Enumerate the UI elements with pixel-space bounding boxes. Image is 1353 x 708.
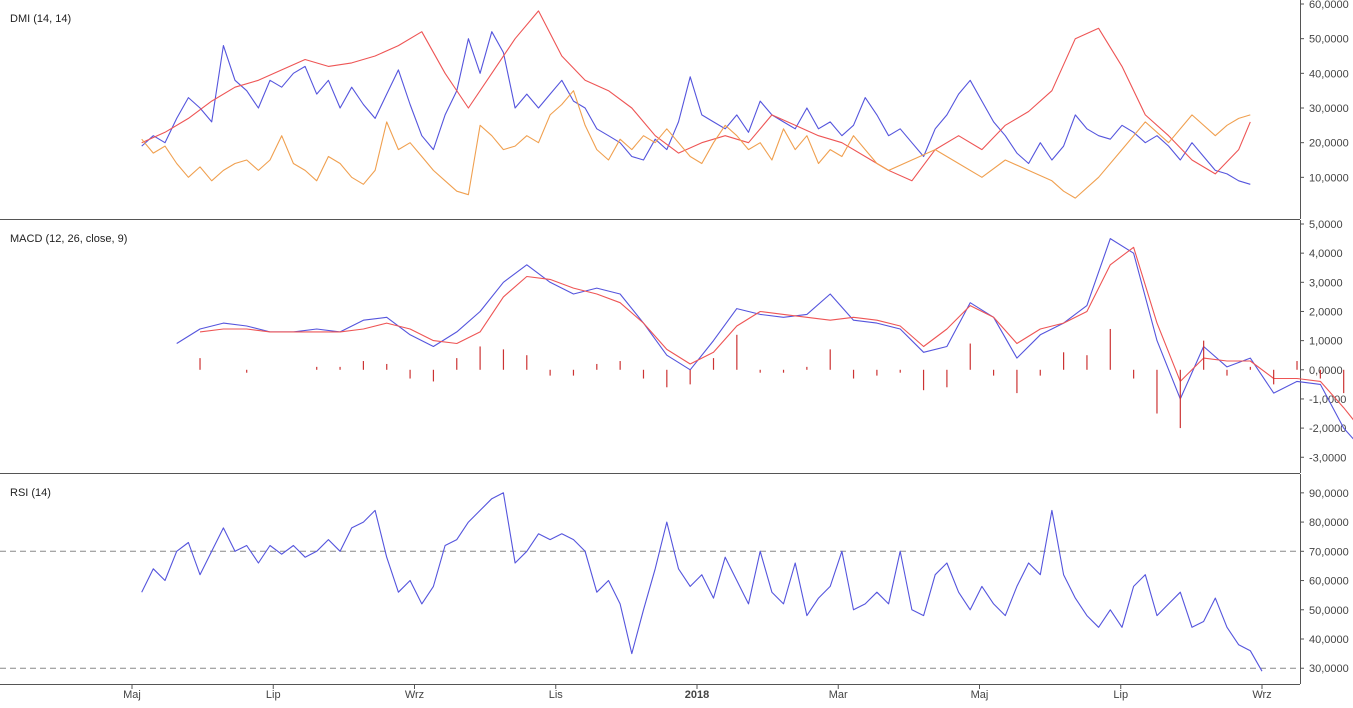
series-line-2	[141, 10, 1251, 182]
x-tick-label: Maj	[971, 689, 989, 701]
y-tick-label: -1,0000	[1309, 394, 1346, 406]
y-tick-label: 90,0000	[1309, 488, 1349, 500]
x-tick-label: Lip	[1113, 689, 1128, 701]
y-tick-label: 10,0000	[1309, 172, 1349, 184]
x-tick-label: Lis	[549, 689, 564, 701]
y-tick-label: -2,0000	[1309, 423, 1346, 435]
panel-title: RSI (14)	[10, 487, 51, 499]
y-tick-label: 80,0000	[1309, 517, 1349, 529]
series-line-1	[141, 492, 1263, 672]
y-tick-label: 50,0000	[1309, 34, 1349, 46]
y-tick-label: 60,0000	[1309, 0, 1349, 11]
panel-3: 30,0000 40,0000 50,0000 60,0000 70,0000 80,00…	[0, 474, 1349, 685]
y-tick-label: 2,0000	[1309, 306, 1343, 318]
y-tick-label: 40,0000	[1309, 68, 1349, 80]
x-tick-label: 2018	[685, 689, 709, 701]
x-axis: Maj Lip Wrz Lis 2018 Mar Maj Lip Wrz	[123, 684, 1272, 701]
panel-1: 10,0000 20,0000 30,0000 40,0000 50,0000 60,00…	[0, 0, 1349, 220]
y-tick-label: -3,0000	[1309, 452, 1346, 464]
x-tick-label: Maj	[123, 689, 141, 701]
panel-title: DMI (14, 14)	[10, 13, 71, 25]
y-tick-label: 1,0000	[1309, 336, 1343, 348]
series-line-1	[141, 31, 1251, 185]
x-tick-label: Wrz	[1252, 689, 1271, 701]
series-line-2	[199, 246, 1353, 421]
x-tick-label: Lip	[266, 689, 281, 701]
y-tick-label: 40,0000	[1309, 634, 1349, 646]
x-tick-label: Wrz	[405, 689, 424, 701]
panel-title: MACD (12, 26, close, 9)	[10, 233, 127, 245]
y-tick-label: 70,0000	[1309, 546, 1349, 558]
panel-2: -3,0000 -2,0000 -1,0000 0,0000 1,0000 2,0000 3…	[0, 219, 1353, 474]
y-tick-label: 4,0000	[1309, 248, 1343, 260]
y-tick-label: 30,0000	[1309, 103, 1349, 115]
y-tick-label: 50,0000	[1309, 605, 1349, 617]
x-tick-label: Mar	[829, 689, 848, 701]
y-tick-label: 60,0000	[1309, 576, 1349, 588]
series-line-1	[176, 238, 1353, 440]
y-tick-label: 5,0000	[1309, 219, 1343, 231]
y-tick-label: 3,0000	[1309, 277, 1343, 289]
y-tick-label: 0,0000	[1309, 365, 1343, 377]
series-line-3	[141, 90, 1251, 199]
y-tick-label: 30,0000	[1309, 663, 1349, 675]
y-tick-label: 20,0000	[1309, 138, 1349, 150]
